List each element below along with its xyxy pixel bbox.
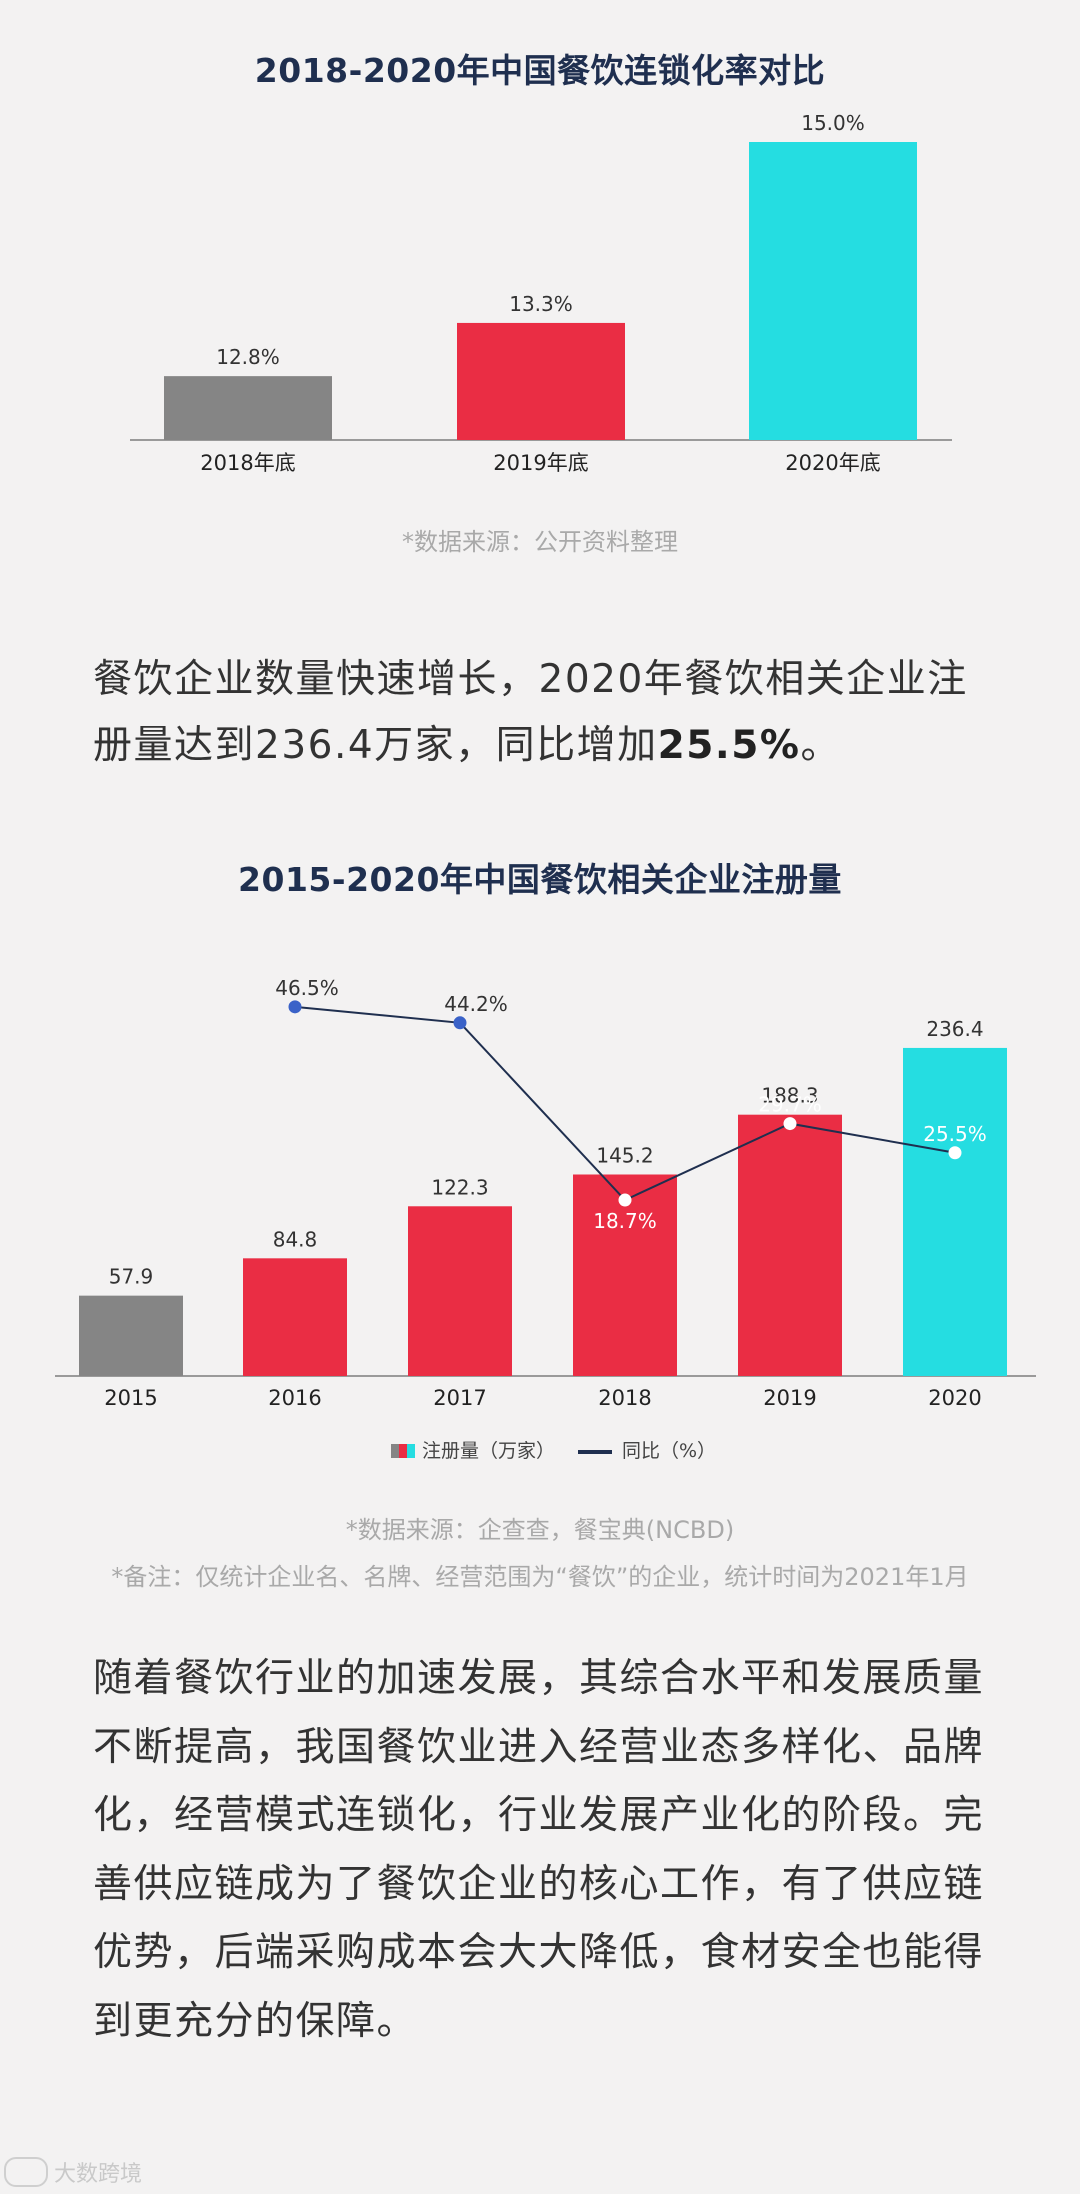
chart1-source: *数据来源：公开资料整理	[402, 528, 678, 556]
chart1-svg: 12.8% 2018年底 13.3% 2019年底 15.0% 2020年底	[130, 111, 952, 475]
chart2-yoy-point	[948, 1146, 962, 1160]
chart2-yoy-label: 44.2%	[444, 992, 508, 1016]
legend-swatch-cyan	[407, 1444, 415, 1458]
chart2-yoy-label: 25.5%	[923, 1122, 987, 1146]
chart1-title: 2018-2020年中国餐饮连锁化率对比	[254, 51, 826, 90]
chart2-value-label: 84.8	[273, 1227, 318, 1251]
chart2-note: *备注：仅统计企业名、名牌、经营范围为“餐饮”的企业，统计时间为2021年1月	[111, 1563, 969, 1591]
chart2-yoy-label: 46.5%	[275, 976, 339, 1000]
chart2-tick-label: 2020	[928, 1386, 981, 1410]
chart2-bar	[408, 1206, 512, 1376]
chart2-value-label: 145.2	[596, 1143, 653, 1167]
paragraph-1-text: 餐饮企业数量快速增长，2020年餐饮相关企业注册量达到236.4万家，同比增加	[93, 657, 968, 768]
chart2-value-label: 236.4	[926, 1017, 983, 1041]
chart2-yoy-line	[294, 1005, 956, 1202]
legend-swatch-red	[399, 1444, 407, 1458]
chart2-yoy-point	[783, 1117, 797, 1131]
chart2-tick-label: 2018	[598, 1386, 651, 1410]
chart1-bar	[457, 322, 625, 440]
legend-line-label: 同比（%）	[622, 1440, 716, 1462]
chart2-tick-label: 2019	[763, 1386, 816, 1410]
chart2-yoy-point	[618, 1193, 632, 1207]
chart2-bar	[243, 1258, 347, 1376]
chart2-yoy-label: 29.7%	[758, 1093, 822, 1117]
chart2-tick-label: 2017	[433, 1386, 486, 1410]
chart2-yoy-label: 18.7%	[593, 1209, 657, 1233]
chart2-yoy-point	[288, 1000, 302, 1014]
chart2-value-label: 122.3	[431, 1175, 488, 1199]
paragraph-1: 餐饮企业数量快速增长，2020年餐饮相关企业注册量达到236.4万家，同比增加2…	[93, 647, 993, 779]
legend-swatch-gray	[391, 1444, 399, 1458]
chart2-value-label: 188.3	[761, 1084, 818, 1108]
chart1-bar	[749, 142, 917, 440]
chart2-bar	[573, 1174, 677, 1376]
legend-bar-label: 注册量（万家）	[422, 1440, 555, 1462]
chart2-value-label: 57.9	[109, 1265, 154, 1289]
paragraph-1-end: 。	[800, 723, 841, 768]
chart1-tick-label: 2018年底	[200, 451, 295, 475]
chart1-bar	[164, 376, 332, 440]
chart2-bar	[903, 1047, 1007, 1376]
watermark-logo-icon	[4, 2157, 48, 2187]
watermark: 大数跨境	[4, 2156, 142, 2188]
chart2-bar	[738, 1114, 842, 1376]
chart2-bar	[79, 1295, 183, 1376]
chart2-svg: 57.9201584.82016122.32017145.22018188.32…	[55, 976, 1036, 1462]
chart1-value-label: 15.0%	[801, 111, 865, 135]
chart1-tick-label: 2019年底	[493, 451, 588, 475]
chart2-tick-label: 2015	[104, 1386, 157, 1410]
chart2-title: 2015-2020年中国餐饮相关企业注册量	[238, 860, 842, 899]
chart1-value-label: 12.8%	[216, 345, 280, 369]
watermark-text: 大数跨境	[54, 2162, 143, 2187]
chart2-source: *数据来源：企查查，餐宝典(NCBD)	[345, 1516, 735, 1544]
paragraph-1-highlight: 25.5%	[657, 723, 801, 768]
chart1-tick-label: 2020年底	[785, 451, 880, 475]
chart2-yoy-point	[453, 1016, 467, 1030]
paragraph-2: 随着餐饮行业的加速发展，其综合水平和发展质量不断提高，我国餐饮业进入经营业态多样…	[93, 1656, 985, 2044]
chart2-tick-label: 2016	[268, 1386, 321, 1410]
chart1-value-label: 13.3%	[509, 292, 573, 316]
